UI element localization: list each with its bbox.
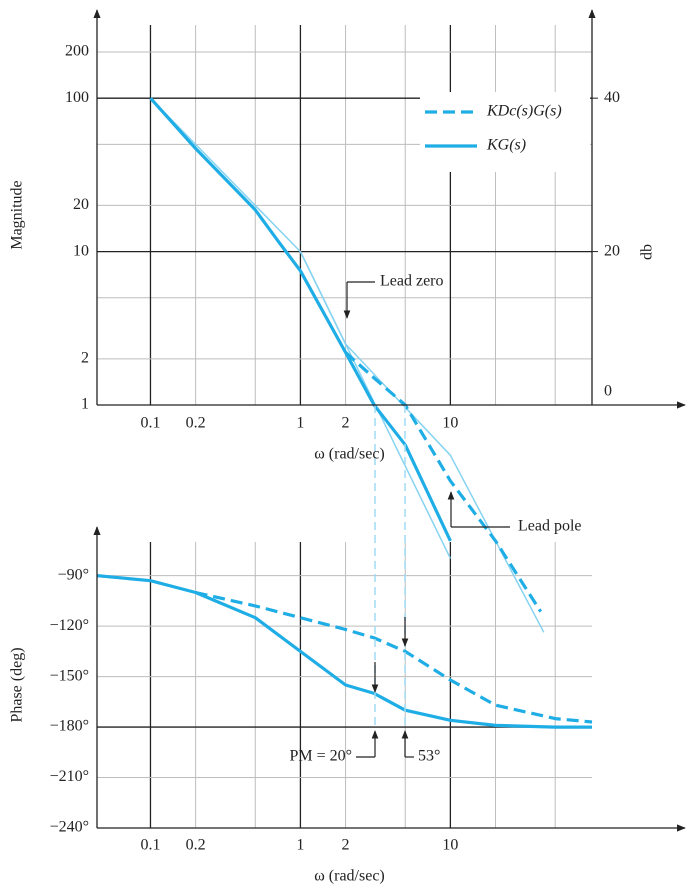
y-tick-label: −180° bbox=[50, 718, 89, 735]
x-axis-title: ω (rad/sec) bbox=[314, 868, 385, 885]
series-line bbox=[195, 590, 593, 724]
y-tick-label: 10 bbox=[73, 242, 89, 259]
y-tick-label: −210° bbox=[50, 768, 89, 785]
series-line bbox=[96, 574, 592, 729]
data-layer bbox=[96, 97, 593, 729]
annotation: 53° bbox=[418, 748, 440, 765]
y-tick-label: −150° bbox=[50, 667, 89, 684]
x-tick-label: 0.1 bbox=[140, 415, 160, 432]
y2-tick-label: 0 bbox=[604, 383, 612, 400]
annotation: PM = 20° bbox=[289, 748, 352, 765]
y-tick-label: −240° bbox=[50, 819, 89, 836]
y-tick-label: 100 bbox=[65, 89, 89, 106]
x-tick-label: 2 bbox=[342, 415, 350, 432]
x-tick-label: 0.1 bbox=[140, 837, 160, 854]
y-tick-label: 1 bbox=[81, 396, 89, 413]
x-tick-label: 10 bbox=[442, 415, 458, 432]
x-tick-label: 10 bbox=[442, 837, 458, 854]
y2-tick-label: 40 bbox=[604, 89, 620, 106]
x-tick-label: 0.2 bbox=[186, 415, 206, 432]
annotation: Lead zero bbox=[380, 273, 444, 290]
y2-axis-title: db bbox=[639, 244, 656, 260]
legend-label: KDc(s)G(s) bbox=[486, 103, 562, 120]
x-axis-title: ω (rad/sec) bbox=[314, 446, 385, 463]
y-tick-label: 200 bbox=[65, 43, 89, 60]
y-tick-label: −120° bbox=[50, 617, 89, 634]
y2-tick-label: 20 bbox=[604, 242, 620, 259]
x-tick-label: 2 bbox=[342, 837, 350, 854]
x-tick-label: 1 bbox=[296, 415, 304, 432]
y-tick-label: 20 bbox=[73, 196, 89, 213]
y-axis-title: Phase (deg) bbox=[9, 647, 26, 722]
annotation: Lead pole bbox=[518, 518, 582, 535]
y-tick-label: 2 bbox=[81, 349, 89, 366]
legend-label: KG(s) bbox=[486, 137, 526, 154]
y-axis-title: Magnitude bbox=[9, 180, 26, 249]
series-line bbox=[344, 351, 543, 613]
series-line bbox=[149, 97, 452, 542]
top-layer: 0.1 0.2 1 2 10 1 2 10 20 100 200 0 20 40 db ω (rad/sec)… bbox=[9, 9, 686, 885]
x-tick-label: 1 bbox=[296, 837, 304, 854]
asymptote-line bbox=[299, 251, 545, 633]
y-tick-label: −90° bbox=[58, 566, 89, 583]
legend-box bbox=[420, 92, 590, 172]
x-tick-label: 0.2 bbox=[186, 837, 206, 854]
